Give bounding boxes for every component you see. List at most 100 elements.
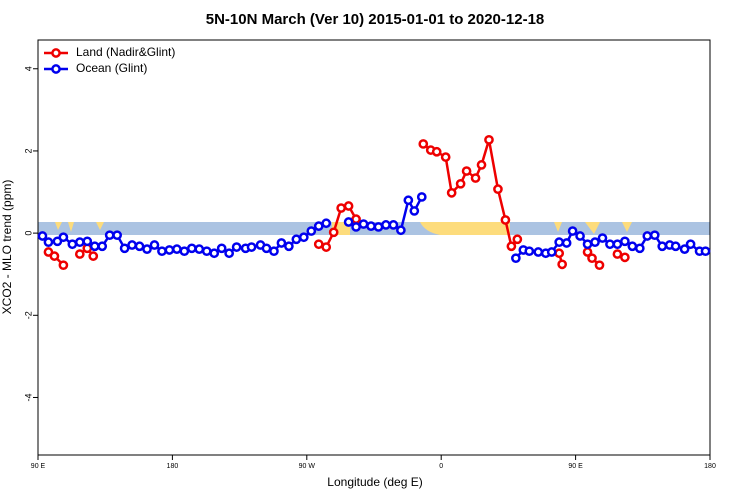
data-point [74,237,85,248]
data-point [594,260,605,271]
data-point [358,219,369,229]
data-point [634,243,645,254]
data-point [612,249,623,259]
data-point [172,244,182,254]
data-point [343,201,354,211]
data-point [416,192,427,202]
data-point [484,134,494,145]
data-point [343,217,354,227]
data-point [366,221,376,231]
data-point [313,239,324,250]
y-tick-label: 2 [23,148,33,153]
data-point [224,248,234,259]
legend-marker [51,48,61,58]
data-point [209,248,220,259]
data-point [336,203,346,213]
data-point [627,241,638,252]
land-strip [420,222,510,235]
data-point [104,230,115,241]
land-strip [55,222,104,232]
data-point [58,260,69,271]
chart-title: 5N-10N March (Ver 10) 2015-01-01 to 2020… [206,11,545,28]
data-point [313,221,324,231]
data-point [597,233,608,243]
data-point [127,240,137,250]
data-point [506,241,517,252]
data-point [455,178,466,189]
data-point [649,230,660,241]
y-tick-label: 4 [23,66,33,71]
data-point [620,236,630,247]
data-point [679,244,690,254]
data-point [470,173,481,183]
data-point [511,253,521,264]
data-point [186,243,197,254]
legend: Land (Nadir&Glint) Ocean (Glint) [44,45,175,75]
data-point [554,248,565,259]
data-point [533,247,544,257]
data-point [590,237,600,248]
data-point [431,146,442,157]
data-point [298,232,309,243]
data-point [500,215,511,225]
data-point [74,249,85,259]
data-point [179,246,190,257]
data-point [582,239,593,250]
data-point [216,243,227,254]
data-point [321,242,332,252]
data-point [476,160,487,170]
data-point [381,220,391,230]
data-point [493,184,503,195]
data-point [67,239,78,250]
data-point [388,220,399,230]
x-axis-label: Longitude (deg E) [327,475,422,489]
data-point [321,218,332,229]
data-point [201,246,212,257]
data-point [112,230,122,241]
data-point [88,251,99,261]
data-point [49,251,60,261]
data-point [512,234,523,245]
plot-frame [37,39,711,456]
y-axis-label: XCO2 - MLO trend (ppm) [0,180,14,315]
data-point [642,231,653,241]
data-point [620,252,630,263]
data-point [246,242,257,252]
data-point [58,232,69,243]
data-point [328,227,339,238]
data-point [524,246,535,257]
data-point [306,226,317,236]
data-point [561,238,572,248]
data-point [567,226,578,236]
data-point [43,237,54,248]
data-point [82,236,93,247]
y-tick-label: 0 [23,231,33,236]
data-point [575,231,585,241]
data-point [149,240,160,250]
data-point [142,244,152,254]
data-point [351,214,361,224]
x-tick-label: 0 [439,463,443,470]
data-point [269,246,279,257]
data-point [194,244,205,254]
x-tick-label: 180 [704,463,716,470]
data-point [612,239,623,250]
data-point [261,243,272,254]
legend-label: Land (Nadir&Glint) [76,45,175,59]
data-point [276,238,287,248]
x-tick-label: 90 W [299,463,316,470]
data-point [700,246,711,257]
x-tick-label: 90 E [31,463,46,470]
data-point [440,152,451,162]
data-point [657,241,668,252]
data-point [409,206,420,216]
legend-label: Ocean (Glint) [76,61,147,75]
data-point [134,241,145,252]
y-tick-label: -2 [23,311,33,319]
data-point [351,222,361,232]
data-point [164,245,175,255]
data-point [291,234,302,245]
data-point [284,241,294,252]
